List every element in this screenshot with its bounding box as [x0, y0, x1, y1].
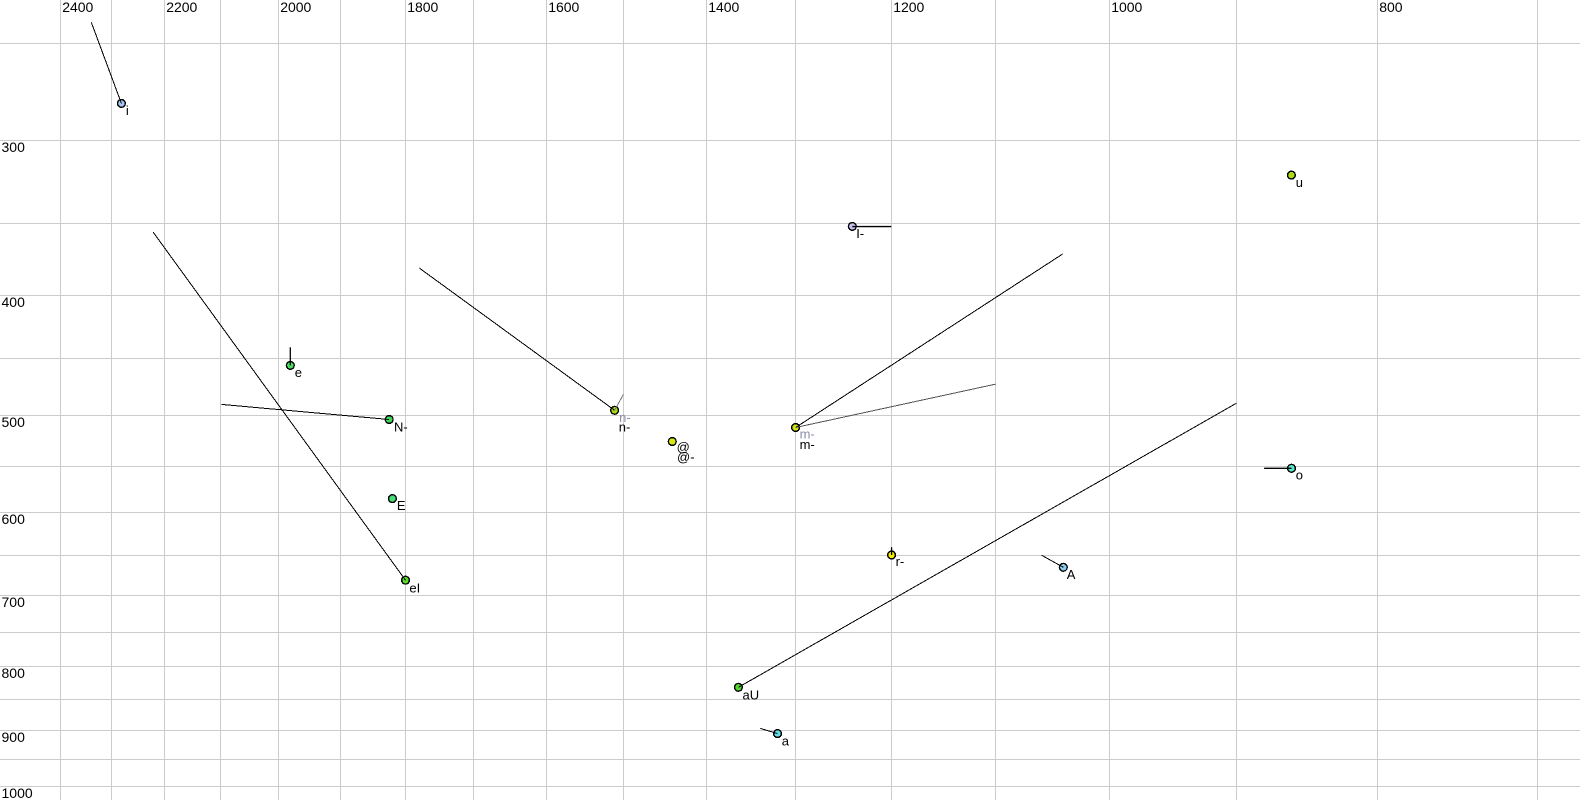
svg-text:1600: 1600 [548, 0, 579, 15]
svg-text:2200: 2200 [166, 0, 197, 15]
svg-text:m-: m- [800, 426, 815, 441]
svg-text:n-: n- [619, 420, 631, 435]
svg-text:1000: 1000 [2, 785, 33, 800]
svg-text:N-: N- [394, 419, 408, 434]
svg-text:1800: 1800 [407, 0, 438, 15]
svg-text:500: 500 [2, 414, 26, 430]
svg-text:a: a [782, 733, 790, 748]
svg-text:1400: 1400 [708, 0, 739, 15]
svg-text:1000: 1000 [1111, 0, 1142, 15]
svg-text:r-: r- [896, 554, 905, 569]
svg-text:o: o [1296, 468, 1303, 483]
svg-text:eI: eI [409, 580, 420, 595]
svg-text:aU: aU [743, 688, 760, 703]
svg-text:700: 700 [2, 594, 26, 610]
svg-text:n-: n- [619, 410, 631, 425]
svg-text:@-: @- [677, 449, 695, 464]
svg-text:600: 600 [2, 511, 26, 527]
svg-text:u: u [1296, 175, 1303, 190]
svg-text:300: 300 [2, 139, 26, 155]
svg-text:e: e [295, 365, 302, 380]
svg-text:400: 400 [2, 294, 26, 310]
svg-text:900: 900 [2, 729, 26, 745]
svg-text:2000: 2000 [280, 0, 311, 15]
svg-text:E: E [397, 498, 406, 513]
svg-text:A: A [1067, 567, 1076, 582]
svg-text:800: 800 [1379, 0, 1403, 15]
svg-text:@: @ [677, 440, 690, 455]
svg-text:m-: m- [800, 437, 815, 452]
svg-text:1200: 1200 [893, 0, 924, 15]
svg-text:2400: 2400 [62, 0, 93, 15]
svg-text:I-: I- [856, 226, 864, 241]
svg-text:i: i [126, 103, 129, 118]
svg-text:800: 800 [2, 665, 26, 681]
